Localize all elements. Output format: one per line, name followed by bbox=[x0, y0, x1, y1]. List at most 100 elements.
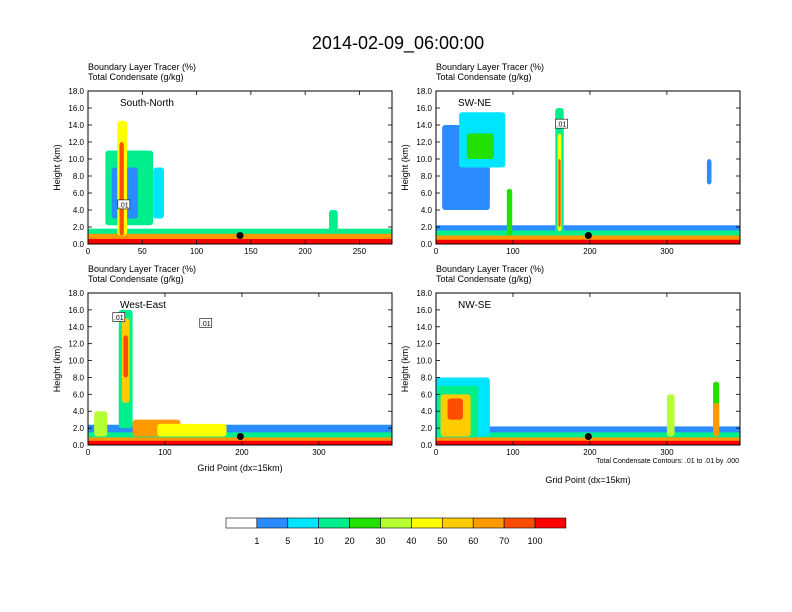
field-band bbox=[436, 440, 740, 445]
field-band bbox=[88, 238, 392, 244]
y-tick-label: 18.0 bbox=[416, 87, 432, 96]
x-tick-label: 0 bbox=[434, 448, 439, 457]
y-tick-label: 2.0 bbox=[421, 223, 433, 232]
field-plume bbox=[447, 398, 463, 420]
colorbar-swatch bbox=[472, 517, 505, 529]
y-axis-label: Height (km) bbox=[400, 144, 410, 191]
colorbar-swatch bbox=[318, 517, 350, 529]
x-axis-label: Grid Point (dx=15km) bbox=[545, 475, 630, 485]
panel-south-north: Boundary Layer Tracer (%)Total Condensat… bbox=[52, 62, 393, 256]
y-tick-label: 12.0 bbox=[416, 340, 432, 349]
y-tick-label: 6.0 bbox=[73, 390, 85, 399]
panel-label: West-East bbox=[120, 300, 166, 311]
y-tick-label: 6.0 bbox=[73, 189, 85, 198]
colorbar-swatch bbox=[256, 517, 289, 529]
y-tick-label: 6.0 bbox=[421, 390, 433, 399]
y-tick-label: 18.0 bbox=[68, 289, 84, 298]
y-tick-label: 14.0 bbox=[68, 121, 84, 130]
colorbar-swatch bbox=[441, 517, 474, 529]
panel-subtitle: Boundary Layer Tracer (%) bbox=[436, 264, 544, 274]
y-axis-label: Height (km) bbox=[52, 346, 62, 393]
panel-subtitle: Boundary Layer Tracer (%) bbox=[88, 264, 196, 274]
contour-label: .01 bbox=[114, 315, 124, 322]
panel-subtitle: Total Condensate (g/kg) bbox=[88, 72, 184, 82]
field-plume bbox=[466, 133, 494, 159]
y-tick-label: 4.0 bbox=[73, 407, 85, 416]
y-tick-label: 16.0 bbox=[416, 104, 432, 113]
x-tick-label: 300 bbox=[660, 247, 674, 256]
panel-frame bbox=[435, 292, 741, 446]
y-tick-label: 18.0 bbox=[416, 289, 432, 298]
station-marker bbox=[236, 433, 244, 441]
contour-label: .01 bbox=[557, 122, 567, 129]
y-tick-label: 10.0 bbox=[68, 357, 84, 366]
panel-subtitle: Boundary Layer Tracer (%) bbox=[436, 62, 544, 72]
colorbar-label: 5 bbox=[285, 536, 290, 546]
figure-title: 2014-02-09_06:00:00 bbox=[312, 33, 484, 54]
field-plume bbox=[666, 394, 675, 437]
colorbar-label: 1 bbox=[254, 536, 259, 546]
x-tick-label: 300 bbox=[312, 448, 326, 457]
y-tick-label: 12.0 bbox=[416, 138, 432, 147]
contour-label: .01 bbox=[201, 321, 211, 328]
y-axis-label: Height (km) bbox=[52, 144, 62, 191]
x-tick-label: 250 bbox=[353, 247, 367, 256]
field-plume bbox=[119, 142, 124, 236]
field-plume bbox=[123, 335, 129, 378]
x-tick-label: 100 bbox=[506, 247, 520, 256]
contour-label: .01 bbox=[119, 202, 129, 209]
y-tick-label: 0.0 bbox=[73, 441, 85, 450]
field-plume bbox=[713, 402, 720, 437]
colorbar-label: 70 bbox=[499, 536, 509, 546]
y-tick-label: 2.0 bbox=[421, 424, 433, 433]
panel-subtitle: Total Condensate (g/kg) bbox=[88, 274, 184, 284]
colorbar-label: 30 bbox=[375, 536, 385, 546]
panel-subtitle: Total Condensate (g/kg) bbox=[436, 274, 532, 284]
contour-note: Total Condensate Contours: .01 to .01 by… bbox=[596, 458, 739, 465]
y-tick-label: 14.0 bbox=[416, 323, 432, 332]
y-tick-label: 2.0 bbox=[73, 223, 85, 232]
field-plume bbox=[153, 167, 164, 219]
x-tick-label: 100 bbox=[506, 448, 520, 457]
field-plume bbox=[506, 188, 513, 236]
panels-group: Boundary Layer Tracer (%)Total Condensat… bbox=[52, 62, 741, 485]
x-axis-label: Grid Point (dx=15km) bbox=[197, 463, 282, 473]
y-tick-label: 14.0 bbox=[68, 323, 84, 332]
y-tick-label: 10.0 bbox=[416, 155, 432, 164]
station-marker bbox=[584, 232, 592, 239]
x-tick-label: 200 bbox=[583, 247, 597, 256]
colorbar-label: 20 bbox=[345, 536, 355, 546]
x-tick-label: 100 bbox=[190, 247, 204, 256]
y-tick-label: 8.0 bbox=[421, 172, 433, 181]
x-tick-label: 200 bbox=[298, 247, 312, 256]
panel-field bbox=[88, 309, 392, 445]
x-tick-label: 0 bbox=[434, 247, 439, 256]
colorbar-label: 100 bbox=[527, 536, 542, 546]
y-tick-label: 0.0 bbox=[421, 240, 433, 249]
x-tick-label: 300 bbox=[660, 448, 674, 457]
panel-field bbox=[88, 120, 392, 244]
contour-label-box bbox=[199, 318, 213, 328]
y-axis-label: Height (km) bbox=[400, 346, 410, 393]
y-tick-label: 6.0 bbox=[421, 189, 433, 198]
panel-west-east: Boundary Layer Tracer (%)Total Condensat… bbox=[52, 264, 393, 473]
field-plume bbox=[558, 159, 561, 227]
colorbar-swatch bbox=[411, 517, 443, 529]
panel-frame bbox=[87, 292, 393, 446]
contour-label-box bbox=[112, 312, 126, 322]
x-tick-label: 50 bbox=[138, 247, 147, 256]
y-tick-label: 4.0 bbox=[421, 206, 433, 215]
field-plume bbox=[157, 423, 227, 437]
colorbar-swatch bbox=[380, 517, 412, 529]
y-tick-label: 12.0 bbox=[68, 138, 84, 147]
colorbar-swatch bbox=[349, 517, 381, 529]
y-tick-label: 0.0 bbox=[73, 240, 85, 249]
y-tick-label: 8.0 bbox=[421, 373, 433, 382]
panel-sw-ne: Boundary Layer Tracer (%)Total Condensat… bbox=[400, 62, 741, 256]
y-tick-label: 16.0 bbox=[68, 306, 84, 315]
field-plume bbox=[94, 411, 108, 437]
y-tick-label: 4.0 bbox=[421, 407, 433, 416]
panel-frame bbox=[435, 90, 741, 245]
y-tick-label: 10.0 bbox=[416, 357, 432, 366]
